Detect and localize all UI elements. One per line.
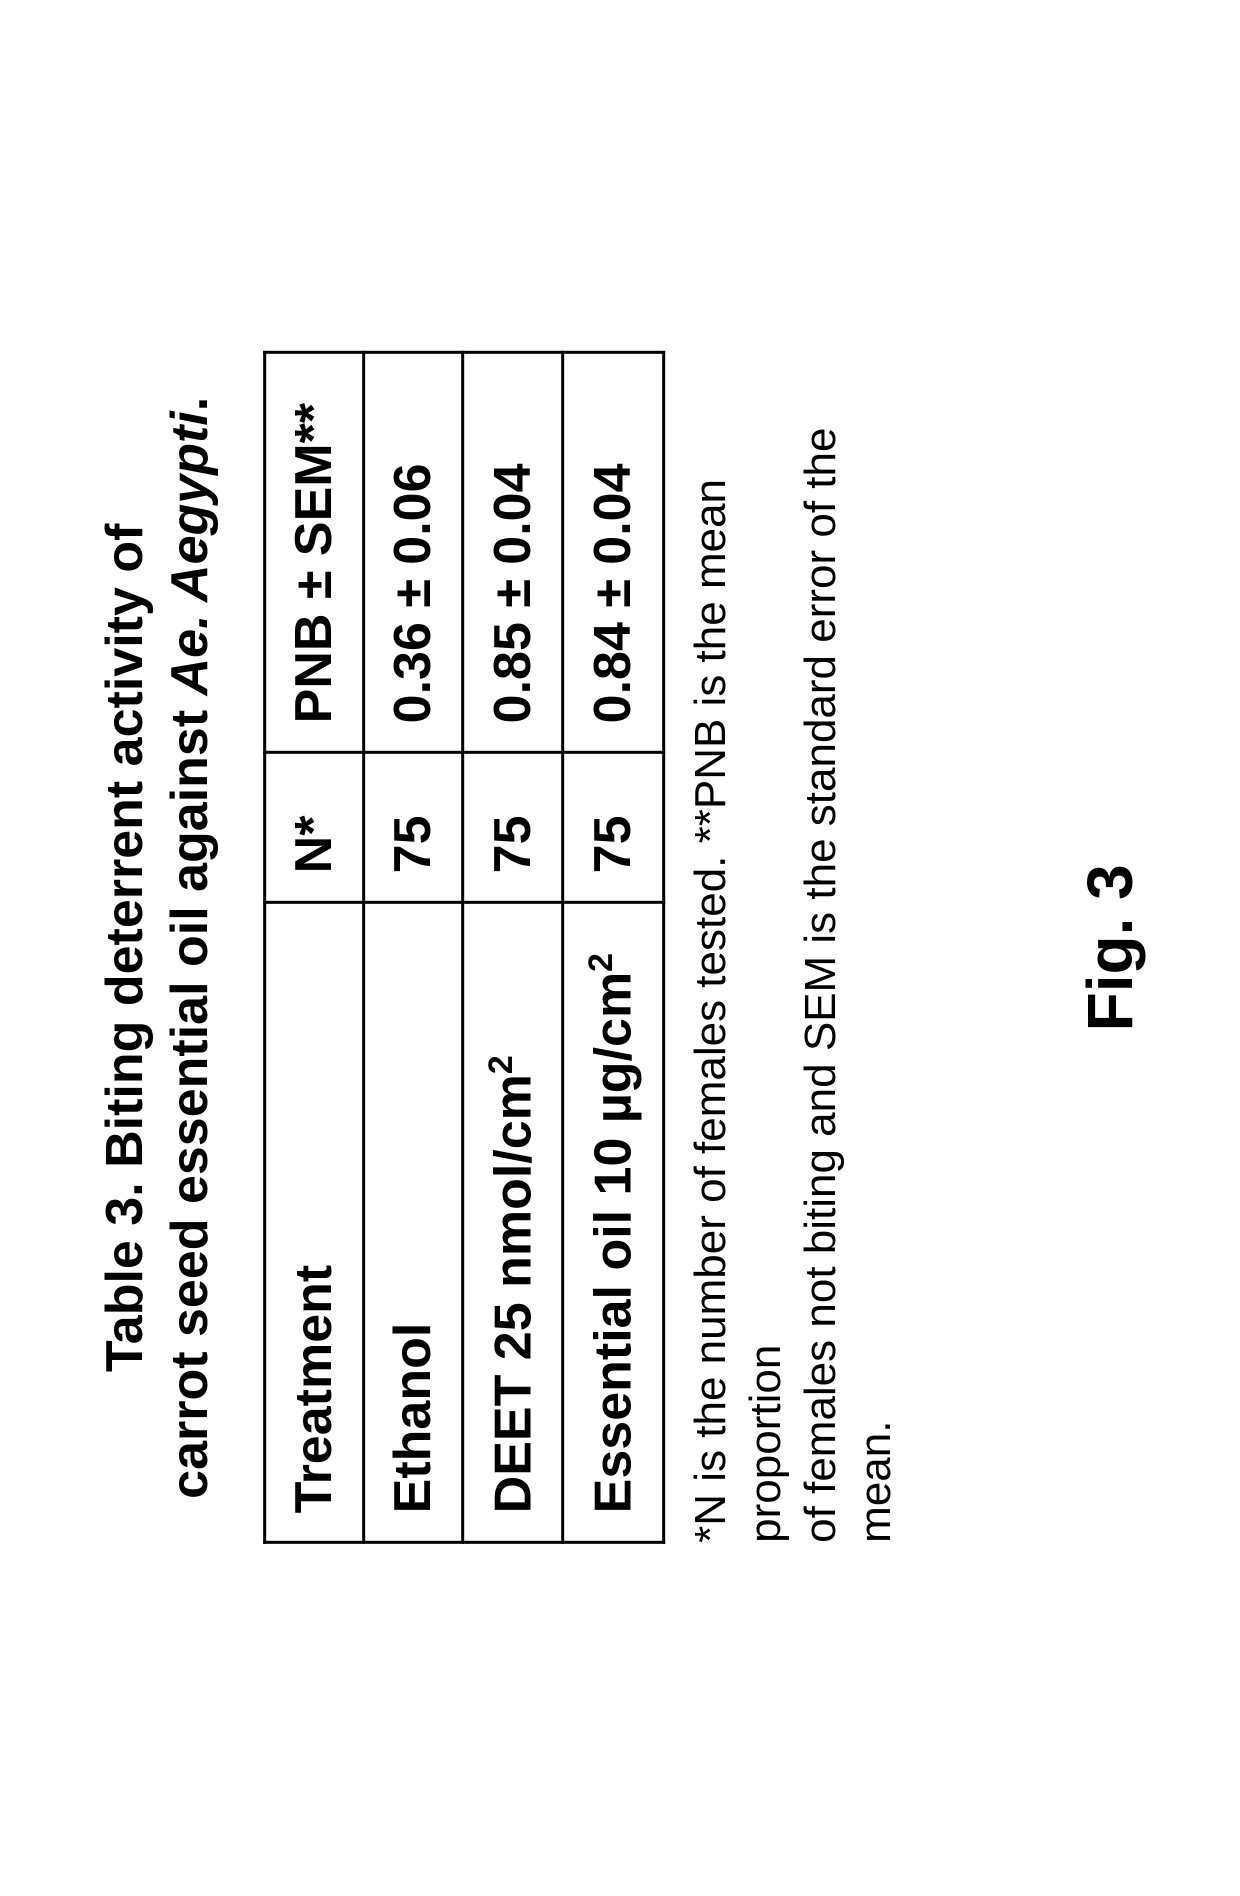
footnote: *N is the number of females tested. **PN… bbox=[683, 353, 903, 1543]
title-line-2-post: . bbox=[161, 397, 219, 411]
cell-treatment-sup: 2 bbox=[482, 1055, 520, 1074]
table-header-row: Treatment N* PNB ± SEM** bbox=[265, 353, 364, 1543]
data-table: Treatment N* PNB ± SEM** Ethanol 75 0.36… bbox=[263, 352, 665, 1545]
cell-n: 75 bbox=[563, 753, 663, 903]
cell-treatment-text: Essential oil 10 µg/cm bbox=[585, 972, 643, 1514]
col-header-pnb: PNB ± SEM** bbox=[265, 353, 364, 753]
cell-treatment: Essential oil 10 µg/cm2 bbox=[563, 903, 663, 1543]
title-line-2-pre: carrot seed essential oil against bbox=[161, 696, 219, 1499]
cell-pnb: 0.85 ± 0.04 bbox=[463, 353, 563, 753]
footnote-line-2: of females not biting and SEM is the sta… bbox=[796, 428, 900, 1543]
cell-pnb: 0.84 ± 0.04 bbox=[563, 353, 663, 753]
cell-treatment: Ethanol bbox=[364, 903, 463, 1543]
cell-treatment-text: DEET 25 nmol/cm bbox=[485, 1074, 543, 1513]
col-header-n: N* bbox=[265, 753, 364, 903]
table-row: Essential oil 10 µg/cm2 75 0.84 ± 0.04 bbox=[563, 353, 663, 1543]
cell-pnb: 0.36 ± 0.06 bbox=[364, 353, 463, 753]
table-row: Ethanol 75 0.36 ± 0.06 bbox=[364, 353, 463, 1543]
page-content: Table 3. Biting deterrent activity of ca… bbox=[93, 328, 1147, 1568]
cell-treatment: DEET 25 nmol/cm2 bbox=[463, 903, 563, 1543]
title-line-1: Table 3. Biting deterrent activity of bbox=[96, 524, 154, 1373]
table-title: Table 3. Biting deterrent activity of ca… bbox=[93, 397, 223, 1499]
footnote-line-1: *N is the number of females tested. **PN… bbox=[686, 479, 790, 1543]
cell-treatment-sup: 2 bbox=[583, 953, 621, 972]
cell-n: 75 bbox=[463, 753, 563, 903]
title-line-2-italic: Ae. Aegypti bbox=[161, 411, 219, 695]
cell-n: 75 bbox=[364, 753, 463, 903]
table-row: DEET 25 nmol/cm2 75 0.85 ± 0.04 bbox=[463, 353, 563, 1543]
figure-label: Fig. 3 bbox=[1073, 864, 1147, 1031]
col-header-treatment: Treatment bbox=[265, 903, 364, 1543]
